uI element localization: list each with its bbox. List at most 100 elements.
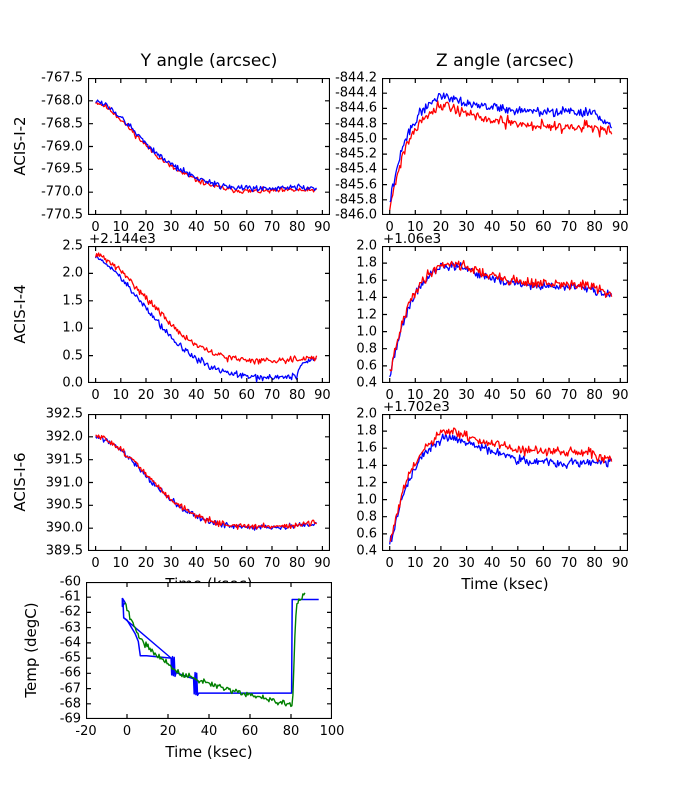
axes-frame	[382, 414, 628, 551]
acis-i4-z-xtick-label: 40	[483, 388, 501, 403]
acis-i2-z-plot-area	[382, 78, 628, 215]
acis-i6-y-xtick-label: 80	[288, 556, 306, 571]
acis-i4-z-ytick-label: 0.6	[356, 358, 377, 374]
acis-i2-z-ytick-label: -844.6	[335, 100, 377, 116]
temp-blue-chord-series	[123, 617, 172, 659]
acis-i4-z-xtick-label: 0	[385, 388, 394, 403]
acis-i2-y-ytick-label: -769.0	[41, 139, 83, 154]
acis-i2-y-xtick-label: 20	[137, 220, 155, 235]
acis-i6-y-xtick-label: 40	[188, 556, 205, 571]
acis-i6-z-ytick-label: 1.8	[356, 423, 377, 439]
acis-i2-z-xtick-label: 60	[535, 220, 552, 235]
acis-i2-z-blue-series	[389, 92, 613, 203]
axes-frame	[86, 582, 332, 719]
tick-marks	[383, 78, 627, 215]
temp-blue-start-marker-series	[121, 597, 126, 608]
acis-i4-y-ytick-label: 0.5	[62, 348, 83, 364]
axes-frame	[88, 414, 330, 551]
acis-i4-y-ytick-label: 1.0	[62, 320, 83, 336]
acis-i2-z-ytick-label: -844.8	[335, 116, 377, 132]
acis-i2-y-plot-area	[88, 78, 330, 215]
acis-i6-y-xtick-label: 0	[91, 556, 100, 571]
acis-i6-z-xtick-label: 0	[385, 556, 394, 571]
acis-i2-y-xtick-label: 80	[288, 220, 306, 235]
acis-i4-y-ytick-label: 2.0	[62, 265, 83, 281]
acis-i6-z-xtick-label: 50	[509, 556, 527, 571]
acis-i4-y-xtick-label: 40	[188, 388, 205, 403]
acis-i6-y-xtick-label: 90	[314, 556, 331, 571]
temp-ytick-label: -68	[59, 696, 81, 712]
tick-marks	[383, 414, 627, 551]
acis-i6-y-ytick-label: 391.0	[45, 475, 83, 490]
acis-i4-z-red-series	[389, 259, 613, 372]
acis-i2-y-xtick-label: 50	[213, 220, 230, 235]
acis-i2-z-xtick-label: 30	[458, 220, 475, 235]
acis-i4-y-xtick-label: 0	[91, 388, 100, 403]
acis-i2-z-xtick-label: 20	[432, 220, 450, 235]
acis-i2-y-xtick-label: 60	[238, 220, 256, 235]
acis-i2-y-ytick-label: -767.5	[41, 70, 83, 86]
acis-i4-z-ytick-label: 1.0	[356, 324, 377, 340]
acis-i6-z-xtick-label: 30	[458, 556, 475, 571]
axes-frame	[382, 246, 628, 383]
z-angle-title: Z angle (arcsec)	[436, 51, 574, 71]
tick-marks	[89, 246, 329, 383]
temp-ytick-label: -64	[59, 635, 81, 651]
acis-i2-y-red-series	[95, 101, 317, 194]
acis-i6-y-ytick-label: 391.5	[45, 452, 83, 468]
acis-i4-y-plot-area	[88, 246, 330, 383]
acis-i4-y-ytick-label: 2.5	[62, 238, 83, 254]
acis-i6-z-plot-area	[382, 414, 628, 551]
acis-i6-y-ytick-label: 390.0	[45, 520, 83, 536]
acis-i4-y-ytick-label: 1.5	[62, 293, 83, 309]
acis-i2-y-ytick-label: -768.5	[41, 116, 83, 132]
axes-frame	[382, 78, 628, 215]
acis-i6-ylabel: ACIS-I-6	[11, 452, 29, 512]
acis-i6-z-red-series	[389, 427, 613, 543]
acis-i4-z-ytick-label: 2.0	[356, 238, 377, 254]
acis-i4-z-ytick-label: 1.6	[356, 272, 377, 288]
acis-i4-z-xtick-label: 20	[432, 388, 450, 403]
acis-i4-z-ytick-label: 1.4	[356, 289, 377, 305]
acis-i2-z-xtick-label: 0	[385, 220, 394, 235]
acis-i6-y-ytick-label: 392.0	[45, 429, 83, 445]
acis-i4-z-ytick-label: 1.2	[356, 307, 377, 322]
acis-i2-y-xtick-label: 90	[314, 220, 331, 235]
acis-i6-y-xtick-label: 10	[112, 556, 130, 571]
acis-i6-y-xtick-label: 20	[137, 556, 155, 571]
acis-i2-z-xtick-label: 80	[586, 220, 603, 235]
acis-i6-z-ytick-label: 0.6	[356, 526, 377, 542]
acis-i6-y-ytick-label: 390.5	[45, 497, 83, 513]
acis-i6-y-ytick-label: 389.5	[45, 543, 83, 559]
acis-i4-z-ytick-label: 0.4	[356, 375, 377, 391]
acis-i4-z-blue-series	[389, 262, 613, 378]
temp-xtick-label: 100	[319, 724, 345, 739]
acis-i2-y-ytick-label: -769.5	[41, 161, 83, 177]
acis-i4-z-plot-area	[382, 246, 628, 383]
acis-i6-z-xtick-label: 40	[483, 556, 501, 571]
acis-i6-y-plot-area	[88, 414, 330, 551]
acis-i6-z-ytick-label: 1.0	[356, 492, 377, 508]
temp-ytick-label: -61	[59, 589, 81, 605]
acis-i6-y-ytick-label: 392.5	[45, 406, 83, 422]
temp-xtick-label: 20	[159, 724, 177, 739]
acis-i4-z-xtick-label: 30	[458, 388, 475, 403]
temp-ytick-label: -60	[59, 574, 81, 590]
acis-i6-y-xtick-label: 50	[213, 556, 230, 571]
acis-i2-z-xtick-label: 90	[612, 220, 629, 235]
acis-i4-y-blue-series	[94, 254, 317, 383]
acis-i4-y-ytick-label: 0.0	[62, 375, 83, 391]
acis-i2-y-ytick-label: -770.0	[41, 184, 83, 200]
tick-marks	[89, 414, 329, 551]
acis-i4-y-xtick-label: 80	[288, 388, 306, 403]
acis-i4-z-xtick-label: 60	[535, 388, 552, 403]
acis-i2-z-xtick-label: 40	[483, 220, 501, 235]
acis-i6-z-ytick-label: 1.4	[356, 457, 377, 473]
acis-i2-y-xtick-label: 40	[188, 220, 205, 235]
temp-ylabel: Temp (degC)	[22, 602, 40, 698]
acis-i6-z-ytick-label: 0.8	[356, 509, 377, 525]
acis-i4-y-xtick-label: 20	[137, 388, 155, 403]
temp-ytick-label: -63	[59, 620, 81, 636]
acis-i4-y-xtick-label: 70	[263, 388, 281, 403]
axes-frame	[88, 246, 330, 383]
